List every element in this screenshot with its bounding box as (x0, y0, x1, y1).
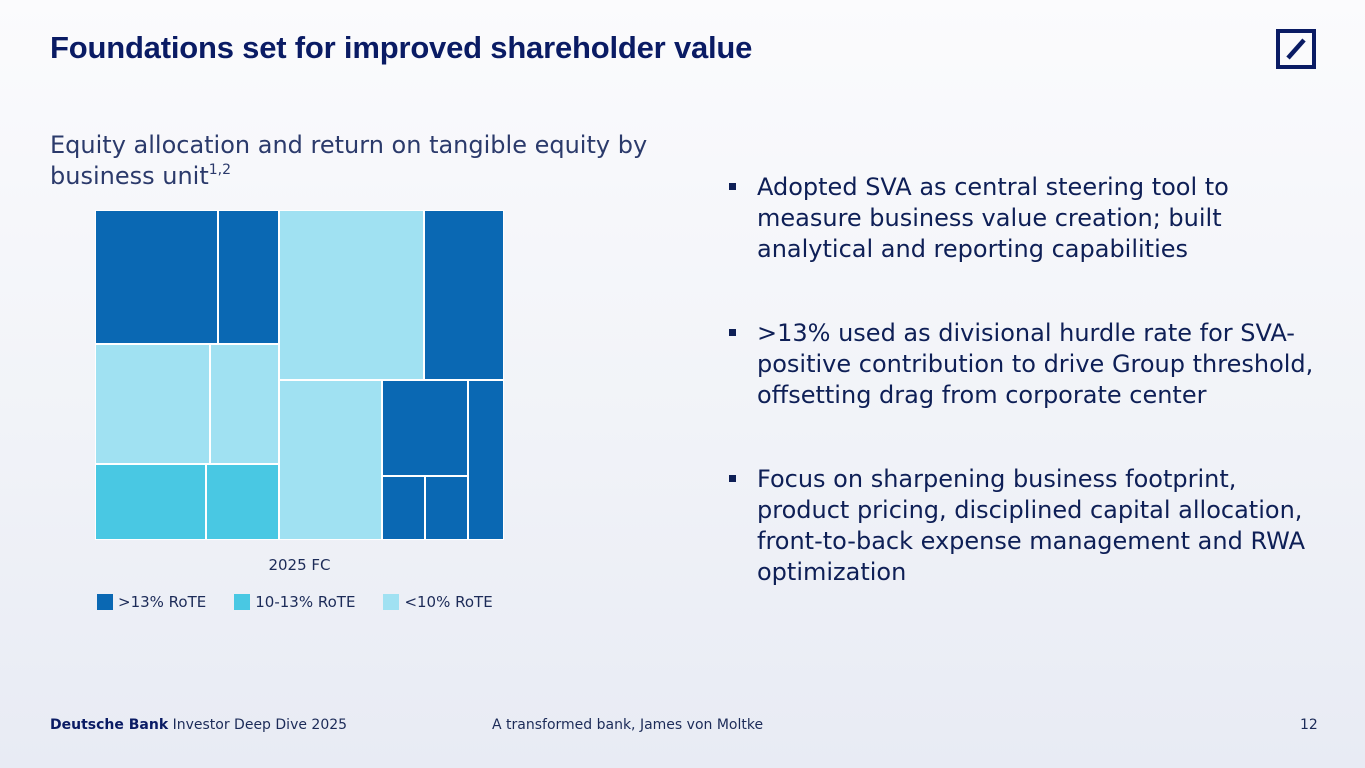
treemap-tile (382, 380, 468, 476)
treemap-chart (95, 210, 504, 540)
legend-swatch-low (383, 594, 400, 610)
legend-item-high: >13% RoTE (97, 593, 206, 611)
treemap-tile (424, 210, 504, 380)
footer-presentation: A transformed bank, James von Moltke (492, 717, 764, 733)
bullet-item: >13% used as divisional hurdle rate for … (726, 318, 1326, 411)
treemap-tile (210, 344, 279, 464)
treemap-tile (206, 464, 279, 540)
chart-x-label: 2025 FC (268, 556, 331, 574)
chart-legend: >13% RoTE 10-13% RoTE <10% RoTE (97, 593, 521, 611)
bullet-list: Adopted SVA as central steering tool to … (726, 172, 1326, 588)
page-title: Foundations set for improved shareholder… (50, 30, 753, 65)
bullet-item: Adopted SVA as central steering tool to … (726, 172, 1326, 265)
treemap-tile (425, 476, 468, 540)
footer-event-name: Investor Deep Dive 2025 (172, 717, 348, 733)
bullet-marker-icon (729, 329, 736, 336)
bullet-text: Focus on sharpening business footprint, … (757, 465, 1305, 586)
legend-swatch-mid (234, 594, 251, 610)
legend-label-high: >13% RoTE (118, 593, 207, 611)
bullet-marker-icon (729, 475, 736, 482)
bullet-text: >13% used as divisional hurdle rate for … (757, 319, 1314, 409)
bullet-item: Focus on sharpening business footprint, … (726, 464, 1326, 588)
treemap-tile (279, 210, 424, 380)
legend-label-low: <10% RoTE (404, 593, 493, 611)
legend-swatch-high (97, 594, 113, 610)
legend-label-mid: 10-13% RoTE (255, 593, 356, 611)
treemap-tile (218, 210, 279, 344)
treemap-tile (468, 380, 504, 540)
chart-subtitle: Equity allocation and return on tangible… (50, 130, 650, 192)
treemap-tile (95, 464, 206, 540)
deutsche-bank-logo-icon (1276, 29, 1316, 69)
treemap-tile (95, 210, 218, 344)
treemap-tile (382, 476, 425, 540)
footer-brand: Deutsche Bank (50, 717, 169, 733)
footnote-marker: 1,2 (208, 162, 231, 178)
bullet-text: Adopted SVA as central steering tool to … (757, 173, 1229, 263)
chart-subtitle-text: Equity allocation and return on tangible… (50, 131, 648, 190)
treemap-tile (279, 380, 382, 540)
treemap-tile (95, 344, 210, 464)
page-number: 12 (1300, 717, 1318, 733)
bullet-marker-icon (729, 183, 736, 190)
legend-item-mid: 10-13% RoTE (234, 593, 355, 611)
legend-item-low: <10% RoTE (383, 593, 493, 611)
footer-event: Deutsche Bank Investor Deep Dive 2025 (50, 717, 347, 733)
